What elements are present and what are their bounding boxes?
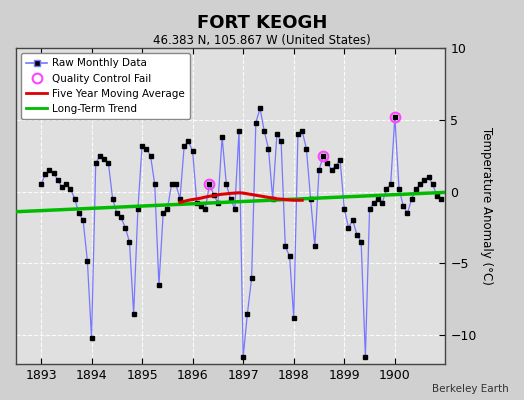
Legend: Raw Monthly Data, Quality Control Fail, Five Year Moving Average, Long-Term Tren: Raw Monthly Data, Quality Control Fail, … — [21, 53, 190, 119]
Y-axis label: Temperature Anomaly (°C): Temperature Anomaly (°C) — [481, 127, 493, 285]
Text: 46.383 N, 105.867 W (United States): 46.383 N, 105.867 W (United States) — [153, 34, 371, 47]
Text: FORT KEOGH: FORT KEOGH — [197, 14, 327, 32]
Text: Berkeley Earth: Berkeley Earth — [432, 384, 508, 394]
